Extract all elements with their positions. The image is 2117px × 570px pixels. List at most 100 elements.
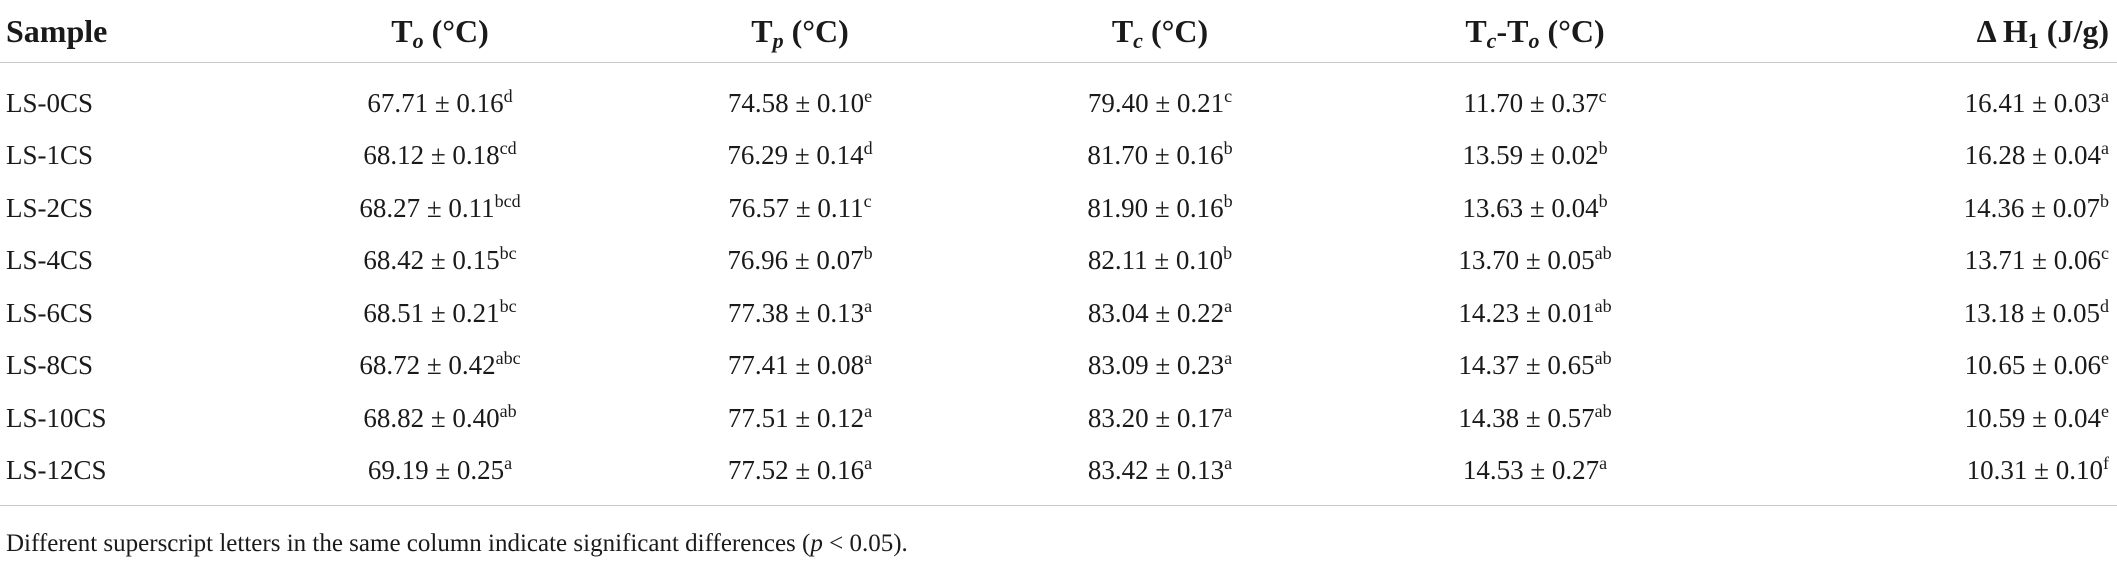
cell-sample: LS-10CS — [6, 402, 107, 433]
cell-dh: 10.31 ± 0.10f — [1730, 444, 2117, 506]
significance-letter: f — [2103, 453, 2109, 474]
header-tp-unit: (°C) — [783, 12, 849, 49]
table-row: LS-6CS 68.51 ± 0.21bc 77.38 ± 0.13a 83.04 ±… — [0, 287, 2117, 340]
cell-value: 67.71 ± 0.16 — [367, 87, 504, 118]
significance-letter: c — [1598, 85, 1607, 106]
cell-value: 76.57 ± 0.11 — [728, 192, 864, 223]
table-row: LS-8CS 68.72 ± 0.42abc 77.41 ± 0.08a 83.09 … — [0, 340, 2117, 393]
header-to-sub: o — [412, 27, 424, 53]
cell-value: 76.29 ± 0.14 — [727, 140, 864, 171]
significance-letter: c — [863, 190, 872, 211]
significance-letter: a — [1224, 400, 1233, 421]
cell-value: 16.28 ± 0.04 — [1964, 140, 2101, 171]
cell-tp: 77.38 ± 0.13a — [620, 287, 980, 340]
significance-letter: ab — [1594, 348, 1612, 369]
cell-dh: 10.65 ± 0.06e — [1730, 340, 2117, 393]
table-row: LS-1CS 68.12 ± 0.18cd 76.29 ± 0.14d 81.70 ±… — [0, 130, 2117, 183]
cell-value: 77.38 ± 0.13 — [727, 297, 865, 328]
cell-value: 83.04 ± 0.22 — [1087, 297, 1225, 328]
significance-letter: abc — [495, 348, 521, 369]
cell-dh: 16.41 ± 0.03a — [1730, 63, 2117, 130]
cell-value: 74.58 ± 0.10 — [727, 87, 865, 118]
cell-sample: LS-1CS — [6, 140, 94, 171]
table-row: LS-12CS 69.19 ± 0.25a 77.52 ± 0.16a 83.42 ±… — [0, 444, 2117, 506]
cell-tp: 76.29 ± 0.14d — [620, 130, 980, 183]
significance-letter: b — [1223, 243, 1233, 264]
significance-letter: e — [2101, 400, 2109, 421]
cell-value: 10.59 ± 0.04 — [1964, 402, 2101, 433]
cell-tp: 77.51 ± 0.12a — [620, 392, 980, 445]
cell-value: 10.31 ± 0.10 — [1966, 455, 2103, 486]
header-tcto-sub1: c — [1486, 27, 1497, 53]
significance-letter: a — [864, 295, 873, 316]
table-body: LS-0CS 67.71 ± 0.16d 74.58 ± 0.10e 79.40 ± … — [0, 63, 2117, 506]
cell-to: 68.27 ± 0.11bcd — [260, 182, 620, 235]
cell-tc: 83.09 ± 0.23a — [980, 340, 1340, 393]
header-to: To (°C) — [260, 0, 620, 63]
significance-letter: a — [1224, 348, 1233, 369]
header-dh-sub: 1 — [2027, 27, 2039, 53]
cell-value: 68.42 ± 0.15 — [363, 245, 500, 276]
table-row: LS-0CS 67.71 ± 0.16d 74.58 ± 0.10e 79.40 ± … — [0, 63, 2117, 130]
cell-value: 14.23 ± 0.01 — [1458, 297, 1595, 328]
cell-value: 83.09 ± 0.23 — [1087, 350, 1225, 381]
cell-dh: 13.18 ± 0.05d — [1730, 287, 2117, 340]
header-tc-to: Tc-To (°C) — [1340, 0, 1730, 63]
cell-tcto: 14.38 ± 0.57ab — [1340, 392, 1730, 445]
significance-letter: d — [503, 85, 513, 106]
cell-to: 68.51 ± 0.21bc — [260, 287, 620, 340]
cell-value: 13.18 ± 0.05 — [1963, 297, 2100, 328]
cell-value: 14.38 ± 0.57 — [1458, 402, 1595, 433]
cell-value: 79.40 ± 0.21 — [1087, 87, 1225, 118]
significance-letter: b — [1598, 138, 1608, 159]
cell-tcto: 14.23 ± 0.01ab — [1340, 287, 1730, 340]
footnote-p-symbol: p — [810, 530, 823, 557]
cell-tc: 83.20 ± 0.17a — [980, 392, 1340, 445]
cell-value: 69.19 ± 0.25 — [367, 455, 505, 486]
significance-letter: c — [1224, 85, 1233, 106]
cell-value: 83.20 ± 0.17 — [1087, 402, 1225, 433]
significance-letter: b — [1598, 190, 1608, 211]
cell-tcto: 13.63 ± 0.04b — [1340, 182, 1730, 235]
significance-letter: b — [863, 243, 873, 264]
cell-sample: LS-4CS — [6, 245, 94, 276]
cell-tp: 77.41 ± 0.08a — [620, 340, 980, 393]
cell-value: 81.70 ± 0.16 — [1087, 140, 1224, 171]
cell-value: 13.59 ± 0.02 — [1462, 140, 1599, 171]
cell-to: 68.12 ± 0.18cd — [260, 130, 620, 183]
cell-to: 68.42 ± 0.15bc — [260, 235, 620, 288]
header-to-unit: (°C) — [423, 12, 489, 49]
significance-letter: d — [863, 138, 873, 159]
significance-letter: a — [1224, 453, 1233, 474]
header-tcto-unit: (°C) — [1539, 12, 1605, 49]
header-to-base: T — [391, 12, 413, 49]
cell-tcto: 13.70 ± 0.05ab — [1340, 235, 1730, 288]
cell-value: 68.12 ± 0.18 — [363, 140, 500, 171]
table-footnote: Different superscript letters in the sam… — [6, 530, 908, 558]
cell-dh: 14.36 ± 0.07b — [1730, 182, 2117, 235]
significance-letter: b — [2100, 190, 2109, 211]
significance-letter: e — [2101, 348, 2109, 369]
cell-value: 77.41 ± 0.08 — [727, 350, 865, 381]
cell-value: 77.52 ± 0.16 — [727, 455, 865, 486]
significance-letter: a — [864, 400, 873, 421]
header-tc-sub: c — [1133, 27, 1143, 53]
significance-letter: b — [1223, 138, 1233, 159]
cell-value: 11.70 ± 0.37 — [1463, 87, 1599, 118]
header-sample: Sample — [0, 0, 260, 63]
cell-tcto: 13.59 ± 0.02b — [1340, 130, 1730, 183]
cell-value: 13.71 ± 0.06 — [1964, 245, 2101, 276]
table-row: LS-2CS 68.27 ± 0.11bcd 76.57 ± 0.11c 81.90 … — [0, 182, 2117, 235]
cell-tcto: 14.53 ± 0.27a — [1340, 444, 1730, 506]
cell-value: 10.65 ± 0.06 — [1964, 350, 2101, 381]
cell-tc: 81.70 ± 0.16b — [980, 130, 1340, 183]
cell-sample: LS-8CS — [6, 350, 94, 381]
header-tc-base: T — [1111, 12, 1134, 49]
significance-letter: ab — [1594, 400, 1612, 421]
cell-value: 68.82 ± 0.40 — [363, 402, 500, 433]
cell-value: 14.53 ± 0.27 — [1462, 455, 1600, 486]
cell-value: 68.51 ± 0.21 — [363, 297, 500, 328]
cell-value: 82.11 ± 0.10 — [1087, 245, 1224, 276]
significance-letter: bc — [499, 243, 517, 264]
significance-letter: a — [1224, 295, 1233, 316]
